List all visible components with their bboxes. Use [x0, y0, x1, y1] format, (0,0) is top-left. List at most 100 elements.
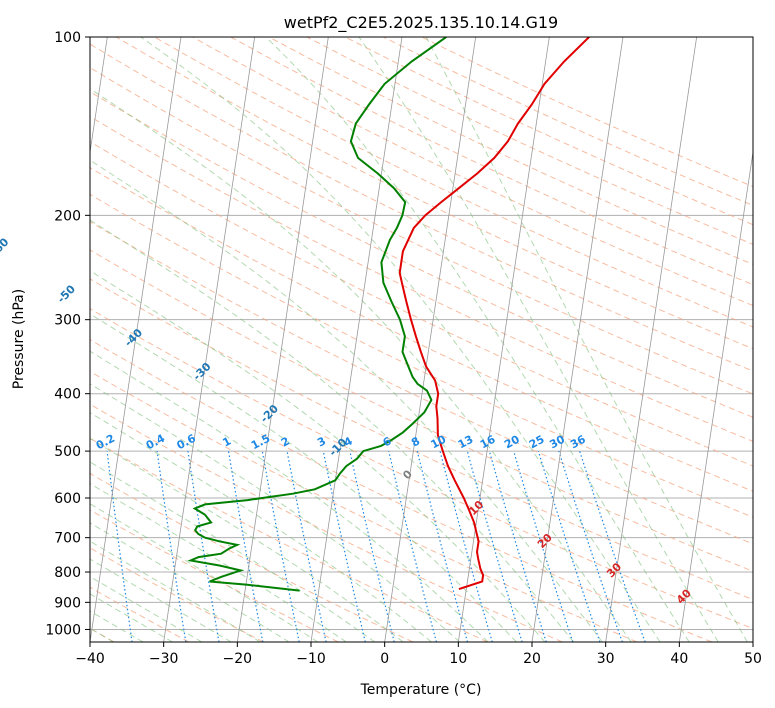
mixing-ratio-line: [388, 450, 437, 642]
line-labels: 0.20.40.611.52346810131620253036-100-90-…: [0, 235, 694, 606]
y-tick-label: 100: [54, 30, 81, 46]
mixing-ratio-label: 36: [568, 433, 588, 452]
x-tick-label: −10: [296, 651, 326, 667]
dry-adiabat-line: [192, 37, 753, 307]
isotherm-label: -60: [0, 235, 12, 258]
mixing-ratio-line: [416, 450, 469, 642]
moist-adiabat-line: [90, 593, 173, 642]
dry-adiabat-line: [90, 308, 753, 630]
mixing-ratio-label: 16: [478, 433, 498, 452]
dewpoint-trace: [187, 37, 447, 592]
axes: −40 −30 −20 −10 0 10 20 30 40 5010009008007006005…: [45, 30, 762, 667]
y-tick-label: 700: [54, 531, 81, 547]
mixing-ratio-lines: [106, 450, 646, 642]
mixing-ratio-line: [558, 450, 623, 642]
x-tick-label: −30: [149, 651, 179, 667]
dry-adiabat-line: [421, 37, 753, 188]
mixing-ratio-line: [322, 450, 366, 642]
moist-adiabat-line: [90, 88, 632, 642]
dry-adiabat-line: [90, 547, 264, 642]
x-tick-label: 10: [449, 651, 467, 667]
mixing-ratio-label: 30: [547, 433, 567, 452]
moist-adiabat-line: [358, 37, 719, 642]
dry-adiabat-line: [90, 509, 339, 642]
y-tick-label: 200: [54, 208, 81, 224]
mixing-ratio-line: [537, 450, 601, 642]
dry-adiabat-line: [154, 37, 753, 328]
mixing-ratio-line: [349, 450, 395, 642]
dry-adiabat-line: [90, 403, 563, 642]
dry-adiabat-line: [90, 141, 753, 467]
x-tick-label: −40: [75, 651, 105, 667]
x-tick-label: 50: [744, 651, 762, 667]
mixing-ratio-label: 25: [527, 433, 547, 452]
isotherm-line: [90, 37, 108, 155]
mixing-ratio-label: 0.2: [94, 432, 117, 453]
dry-adiabat-line: [90, 370, 638, 642]
moist-adiabat-line: [140, 37, 661, 642]
moist-adiabat-line: [90, 503, 319, 642]
x-tick-label: 30: [597, 651, 615, 667]
y-tick-label: 800: [54, 565, 81, 581]
dry-adiabats: [90, 37, 753, 642]
isotherm-label: 20: [535, 531, 555, 551]
mixing-ratio-label: 1: [220, 434, 233, 449]
isotherm-label: -20: [258, 402, 281, 425]
chart-title: wetPf2_C2E5.2025.135.10.14.G19: [284, 13, 558, 33]
moist-adiabat-line: [265, 37, 690, 642]
plot-frame: [89, 36, 754, 643]
isotherms: [90, 37, 753, 642]
dry-adiabat-line: [90, 472, 414, 642]
moist-adiabat-line: [90, 270, 546, 642]
isotherm-line: [752, 639, 753, 642]
moist-adiabat-line: [90, 482, 347, 642]
isotherm-line: [457, 37, 550, 642]
dry-adiabat-line: [90, 67, 753, 395]
mixing-ratio-label: 13: [456, 433, 476, 452]
mixing-ratio-line: [187, 451, 220, 642]
y-tick-label: 600: [54, 491, 81, 507]
dry-adiabat-line: [306, 37, 753, 245]
y-tick-label: 500: [54, 444, 81, 460]
x-tick-label: 0: [380, 651, 389, 667]
mixing-ratio-line: [466, 450, 523, 642]
x-axis-label: Temperature (°C): [360, 682, 482, 698]
dry-adiabat-line: [344, 37, 753, 226]
mixing-ratio-line: [513, 450, 574, 642]
sounding-traces: [187, 37, 590, 592]
dry-adiabat-line: [383, 37, 753, 206]
dry-adiabat-line: [90, 115, 753, 442]
mixing-ratio-label: 10: [429, 433, 449, 452]
mixing-ratio-line: [156, 451, 187, 642]
moist-adiabat-line: [90, 383, 461, 642]
moist-adiabat-line: [90, 350, 489, 642]
moist-adiabat-line: [90, 461, 376, 642]
moist-adiabat-line: [90, 437, 404, 642]
moist-adiabat-line: [90, 522, 290, 642]
moist-adiabat-line: [90, 540, 261, 642]
y-tick-label: 400: [54, 387, 81, 403]
isotherm-line: [236, 37, 329, 642]
moist-adiabat-line: [90, 159, 603, 642]
temperature-trace: [398, 37, 590, 591]
dry-adiabat-line: [90, 221, 753, 545]
moist-adiabat-line: [90, 558, 232, 642]
isotherm-line: [605, 37, 698, 642]
mixing-ratio-line: [286, 450, 327, 642]
isotherm-line: [678, 149, 753, 642]
x-tick-label: 20: [523, 651, 541, 667]
mixing-ratio-line: [579, 450, 646, 642]
dry-adiabat-line: [90, 437, 488, 642]
x-tick-label: −20: [223, 651, 253, 667]
y-tick-label: 300: [54, 313, 81, 329]
mixing-ratio-line: [488, 450, 547, 642]
dry-adiabat-line: [90, 586, 190, 642]
isotherm-label: -30: [190, 360, 213, 383]
mixing-ratio-label: 20: [502, 433, 522, 452]
isotherm-line: [90, 37, 182, 642]
y-axis-label: Pressure (hPa): [11, 289, 27, 389]
isotherm-line: [384, 37, 477, 642]
moist-adiabats: [90, 37, 748, 642]
mixing-ratio-label: 2: [279, 434, 292, 449]
mixing-ratio-line: [439, 450, 493, 642]
